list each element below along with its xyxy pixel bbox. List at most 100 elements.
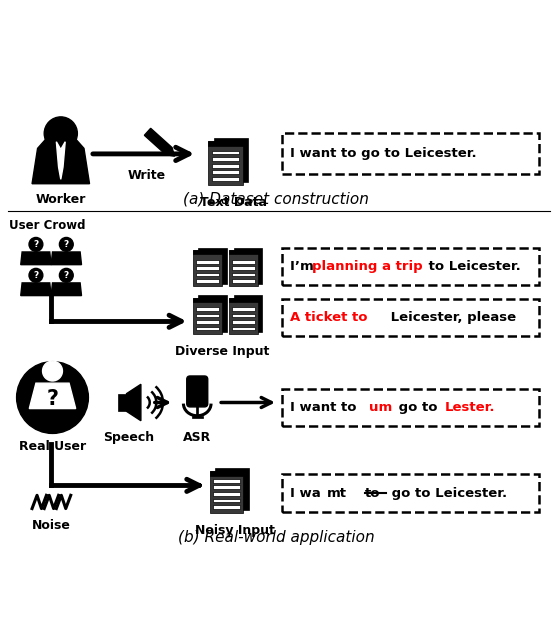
Bar [232,327,255,330]
Text: Write: Write [127,170,166,182]
Bar [213,505,240,509]
Text: Noise: Noise [32,518,71,531]
Polygon shape [145,128,172,155]
Bar [234,248,262,284]
Circle shape [44,117,78,150]
Text: I’m: I’m [290,260,319,273]
Bar [213,499,240,503]
Circle shape [17,362,88,433]
Bar [196,327,219,330]
Bar [229,297,258,334]
Circle shape [29,237,43,251]
Text: to: to [365,486,381,500]
Text: ?: ? [64,271,69,280]
Bar [213,479,240,483]
Bar [210,471,243,513]
Bar [229,250,258,287]
Text: go to Leicester.: go to Leicester. [387,486,507,500]
Bar [196,260,219,264]
Text: ?: ? [46,389,59,409]
Bar [211,157,239,161]
Bar [196,320,219,324]
Bar [214,138,248,182]
Bar [234,295,262,332]
Text: ?: ? [33,240,39,249]
Text: Lester.: Lester. [445,401,496,414]
Text: (a) Dataset construction: (a) Dataset construction [183,192,369,207]
Text: to Leicester.: to Leicester. [424,260,521,273]
Bar [194,297,222,302]
Text: (b) Real-world application: (b) Real-world application [178,530,374,545]
Bar [198,248,227,284]
Text: I want to go to Leicester.: I want to go to Leicester. [290,147,477,160]
Text: A ticket to: A ticket to [290,311,368,324]
Text: Text Data: Text Data [200,196,267,209]
Text: ASR: ASR [183,431,211,444]
Bar [208,141,243,185]
Bar [215,468,249,510]
Bar [282,133,538,174]
Polygon shape [56,141,65,179]
Text: ?: ? [64,240,69,249]
Text: go to: go to [394,401,442,414]
Bar [211,177,239,181]
Bar [208,141,243,146]
Polygon shape [30,383,76,409]
Bar [213,485,240,490]
Bar [196,314,219,317]
FancyBboxPatch shape [187,376,208,407]
Text: I want to: I want to [290,401,361,414]
Circle shape [59,269,73,282]
Text: Leicester, please: Leicester, please [386,311,516,324]
Bar [282,389,538,426]
Polygon shape [21,252,51,265]
Bar [194,250,222,287]
Text: ?: ? [33,271,39,280]
Bar [232,260,255,264]
Bar [211,164,239,168]
Bar [282,475,538,512]
Polygon shape [127,384,141,421]
Bar [211,170,239,174]
Polygon shape [21,283,51,295]
Circle shape [29,269,43,282]
Bar [232,307,255,311]
Text: Noisy Input: Noisy Input [195,524,275,537]
Text: I wa: I wa [290,486,321,500]
Text: mt: mt [327,486,347,500]
Bar [229,297,258,302]
Text: Real User: Real User [19,440,86,453]
Text: planning a trip: planning a trip [312,260,423,273]
Bar [196,266,219,270]
Text: um: um [369,401,392,414]
Bar [232,279,255,282]
Bar [232,273,255,276]
Bar [232,314,255,317]
Bar [211,151,239,155]
Polygon shape [32,138,89,183]
Text: Speech: Speech [103,431,155,444]
Bar [232,320,255,324]
Polygon shape [51,283,81,295]
Bar [194,250,222,254]
Bar [282,299,538,336]
Bar [229,250,258,254]
Text: Diverse Input: Diverse Input [175,345,270,358]
Circle shape [42,361,62,381]
Bar [210,471,243,476]
Bar [196,273,219,276]
Polygon shape [166,148,175,156]
Bar [196,279,219,282]
Bar [196,307,219,311]
Bar [192,416,203,418]
Bar [282,248,538,285]
Bar [213,492,240,496]
Bar [118,394,127,411]
Circle shape [59,237,73,251]
Text: User Crowd: User Crowd [9,219,86,232]
Bar [196,404,198,417]
Text: Worker: Worker [36,193,86,205]
Bar [232,266,255,270]
Bar [194,297,222,334]
Polygon shape [51,252,81,265]
